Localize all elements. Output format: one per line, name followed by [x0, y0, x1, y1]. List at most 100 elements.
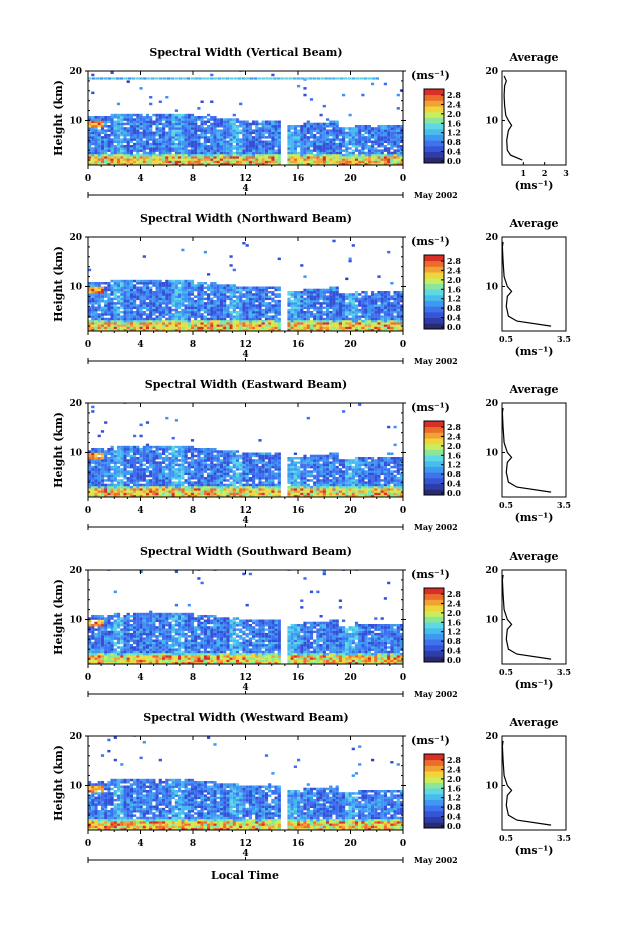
heatmap-cell [126, 302, 130, 305]
heatmap-cell [223, 293, 227, 296]
heatmap-cell [303, 315, 307, 318]
heatmap-cell [335, 162, 339, 165]
heatmap-cell [190, 463, 195, 467]
heatmap-cell [213, 149, 217, 152]
heatmap-cell [133, 457, 137, 460]
heatmap-cell [142, 125, 146, 128]
heatmap-cell [94, 319, 98, 323]
heatmap-cell [261, 122, 265, 126]
heatmap-cell [187, 308, 191, 312]
heatmap-cell [239, 306, 243, 309]
heatmap-cell [374, 133, 378, 137]
heatmap-cell [326, 162, 330, 165]
heatmap-cell [100, 322, 105, 325]
heatmap-cell [178, 151, 182, 155]
heatmap-cell [242, 299, 246, 303]
heatmap-cell [110, 483, 114, 487]
heatmap-cell [88, 291, 92, 294]
heatmap-cell [171, 153, 175, 157]
heatmap-cell [120, 158, 124, 161]
heatmap-cell [194, 136, 198, 139]
heatmap-cell [104, 125, 108, 128]
heatmap-cell [184, 160, 188, 164]
heatmap-cell [178, 492, 182, 496]
heatmap-cell [274, 127, 278, 130]
heatmap-cell [226, 120, 230, 123]
heatmap-cell [149, 463, 153, 467]
heatmap-cell [252, 122, 256, 126]
heatmap-cell [94, 470, 98, 473]
heatmap-cell [287, 317, 291, 321]
heatmap-cell [239, 153, 243, 157]
heatmap-cell [197, 470, 201, 473]
heatmap-cell [171, 488, 175, 491]
heatmap-cell [107, 485, 111, 489]
heatmap-cell [329, 304, 333, 307]
heatmap-cell [107, 120, 111, 123]
heatmap-cell [239, 129, 243, 132]
heatmap-cell [322, 311, 326, 314]
heatmap-cell [264, 295, 269, 298]
heatmap-cell [129, 136, 133, 139]
heatmap-cell [97, 463, 101, 467]
heatmap-cell [322, 313, 326, 316]
heatmap-cell [149, 459, 153, 462]
heatmap-cell [162, 293, 166, 296]
heatmap-cell [171, 138, 175, 141]
heatmap-cell [367, 297, 371, 301]
heatmap-cell [297, 293, 301, 296]
heatmap-cell [174, 136, 178, 139]
heatmap-cell [181, 293, 185, 296]
heatmap-cell [338, 156, 342, 159]
heatmap-cell [358, 138, 362, 141]
heatmap-cell [274, 149, 278, 152]
heatmap-cell [113, 306, 117, 309]
heatmap-cell [351, 326, 355, 330]
heatmap-cell [181, 448, 185, 451]
heatmap-cell [268, 315, 272, 318]
heatmap-cell [358, 317, 362, 321]
heatmap-cell [133, 490, 137, 493]
heatmap-cell [219, 304, 223, 307]
heatmap-cell [133, 485, 137, 489]
heatmap-cell [123, 127, 127, 130]
heatmap-cell [358, 133, 362, 137]
heatmap-cell [158, 122, 162, 126]
heatmap-cell [239, 286, 243, 289]
heatmap-cell [319, 122, 323, 126]
heatmap-cell [345, 277, 349, 281]
heatmap-cell [354, 328, 359, 331]
heatmap-cell [387, 308, 391, 312]
heatmap-cell [126, 459, 130, 462]
heatmap-cell [171, 122, 175, 126]
heatmap-cell [248, 129, 252, 132]
heatmap-cell [277, 308, 281, 312]
heatmap-cell [123, 457, 127, 460]
heatmap-cell [197, 286, 201, 289]
heatmap-cell [213, 133, 217, 137]
heatmap-cell [348, 306, 352, 309]
heatmap-cell [94, 295, 98, 298]
heatmap-cell [113, 120, 117, 123]
heatmap-cell [190, 282, 195, 285]
heatmap-cell [213, 304, 217, 307]
heatmap-cell [171, 492, 175, 496]
heatmap-cell [178, 291, 182, 294]
heatmap-cell [232, 302, 236, 305]
heatmap-cell [216, 125, 220, 128]
heatmap-cell [319, 162, 323, 165]
heatmap-cell [393, 140, 397, 143]
heatmap-cell [396, 315, 400, 318]
heatmap-cell [197, 153, 201, 157]
heatmap-cell [232, 153, 236, 157]
heatmap-cell [229, 286, 233, 289]
heatmap-cell [165, 131, 169, 135]
heatmap-cell [319, 315, 323, 318]
heatmap-cell [142, 145, 146, 148]
heatmap-cell [165, 96, 169, 99]
heatmap-cell [367, 133, 371, 137]
heatmap-cell [332, 324, 336, 327]
heatmap-cell [309, 127, 314, 130]
heatmap-cell [126, 133, 130, 137]
heatmap-cell [178, 445, 182, 449]
